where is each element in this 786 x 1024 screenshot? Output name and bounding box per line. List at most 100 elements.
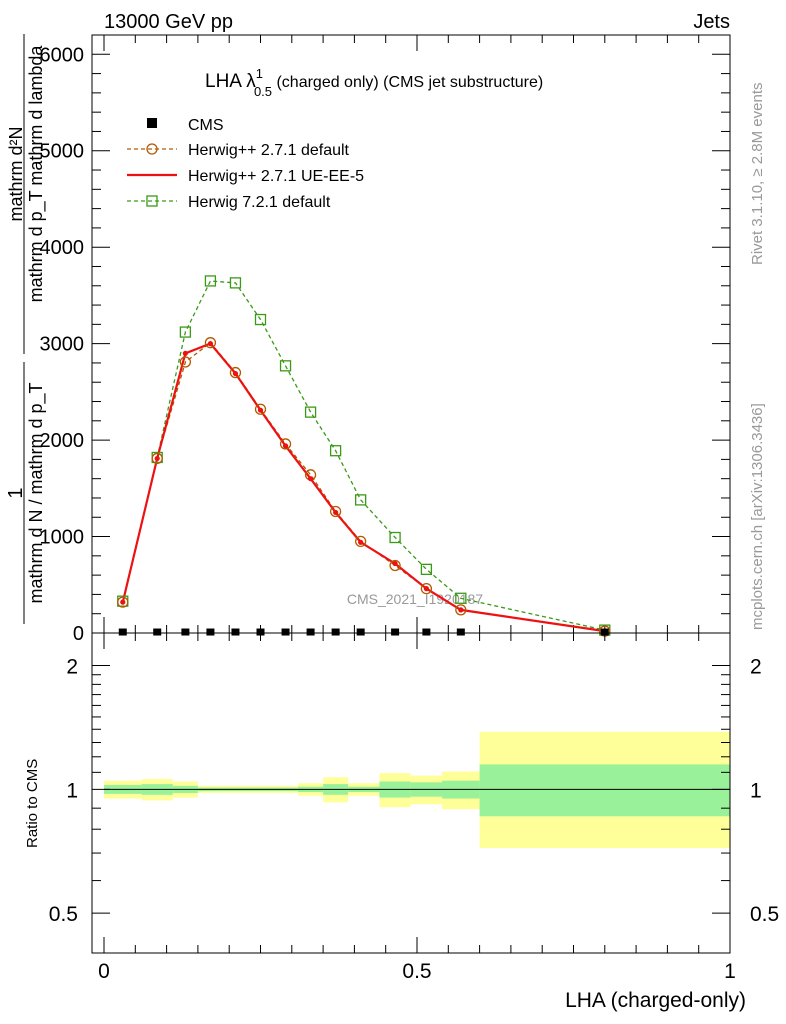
main-y-tick-label: 5000 xyxy=(40,141,85,163)
ylabel-bottom: mathrm d N / mathrm d p_T xyxy=(26,382,47,603)
herwig-default-point xyxy=(229,366,242,379)
cms-point xyxy=(256,628,265,636)
legend-herwig-default-marker xyxy=(146,143,158,155)
cms-point xyxy=(206,628,215,636)
herwig721-point xyxy=(229,277,242,289)
header-left: 13000 GeV pp xyxy=(104,11,233,33)
cms-point xyxy=(391,628,400,636)
herwig-ueee5-point xyxy=(232,370,239,377)
cms-point xyxy=(181,628,190,636)
ylabel-one: 1 xyxy=(5,487,27,498)
herwig-ueee5-point xyxy=(423,586,429,592)
ratio-axis-ticks xyxy=(92,633,731,953)
herwig-ueee5-point xyxy=(257,407,264,413)
herwig-default-point xyxy=(329,505,342,518)
herwig-ueee5-point xyxy=(333,509,339,516)
ratio-y-tick-label-right: 0.5 xyxy=(750,903,779,926)
cms-point xyxy=(600,628,609,636)
herwig-ueee5-point xyxy=(182,350,188,356)
cms-point xyxy=(306,628,315,636)
ratio-y-tick-label-right: 1 xyxy=(750,779,762,802)
plot-title-sup: 1 xyxy=(256,66,263,81)
main-y-tick-label: 4000 xyxy=(40,237,85,259)
herwig-default-point xyxy=(117,596,129,608)
herwig-ueee5-line xyxy=(121,342,605,633)
main-y-axis-label: 1 mathrm d N / mathrm d p_T mathrm d²N m… xyxy=(5,34,47,624)
cms-point xyxy=(231,628,240,636)
ylabel-top-sub: mathrm d p_T mathrm d lambda xyxy=(26,45,47,303)
herwig-default-point xyxy=(151,452,163,465)
legend-herwig721-label: Herwig 7.2.1 default xyxy=(188,194,331,211)
ratio-y-tick-labels: 0.5 0.5 1 1 2 2 xyxy=(49,656,779,927)
herwig721-point xyxy=(204,275,217,287)
ratio-x-tick-labels: 0 0.5 1 xyxy=(98,960,736,983)
herwig721-point xyxy=(355,494,367,506)
main-y-tick-labels: 0 1000 2000 3000 4000 5000 6000 xyxy=(40,44,85,645)
ratio-frame xyxy=(91,632,731,954)
plot-title-rest: (charged only) (CMS jet substructure) xyxy=(272,74,543,91)
main-y-tick-label: 3000 xyxy=(40,334,85,356)
main-y-tick-label: 2000 xyxy=(40,430,85,452)
plot-title-main: LHA λ xyxy=(205,71,256,92)
ylabel-top: mathrm d²N xyxy=(6,126,26,221)
herwig721-point xyxy=(420,563,433,575)
herwig-default-point xyxy=(204,337,217,349)
herwig-default-line xyxy=(122,341,605,632)
x-axis-label: LHA (charged-only) xyxy=(565,989,746,1012)
ratio-x-tick-label: 0 xyxy=(98,960,110,983)
cms-point xyxy=(153,628,162,636)
herwig-ueee5-point xyxy=(207,341,214,347)
herwig721-point xyxy=(329,445,342,457)
ratio-y-tick-label-left: 2 xyxy=(66,656,78,679)
legend-herwig-ueee5-label: Herwig++ 2.7.1 UE-EE-5 xyxy=(188,168,364,185)
ratio-uncertainty-bands xyxy=(104,731,730,849)
herwig721-point xyxy=(455,592,467,604)
main-y-tick-label: 0 xyxy=(73,623,84,645)
ratio-plot-panel: 0.5 0.5 1 1 2 2 0 0.5 1 Ratio to CMS LHA (charg… xyxy=(24,632,779,1012)
ratio-y-tick-label-left: 0.5 xyxy=(49,903,78,926)
legend: CMS Herwig++ 2.7.1 default Herwig++ 2.7.… xyxy=(127,117,364,211)
herwig-default-point xyxy=(179,356,192,368)
legend-cms-label: CMS xyxy=(188,117,224,134)
cms-point xyxy=(281,628,290,636)
herwig-default-point xyxy=(355,535,367,548)
herwig-default-point xyxy=(455,604,467,616)
legend-cms-marker xyxy=(147,118,157,128)
herwig-default-point xyxy=(279,438,292,450)
herwig721-point xyxy=(304,406,317,418)
herwig-ueee5-point xyxy=(392,560,398,567)
herwig721-point xyxy=(389,531,401,544)
herwig-ueee5-point xyxy=(307,476,314,482)
cms-point xyxy=(456,628,465,636)
herwig-ueee5-point xyxy=(154,455,160,462)
plot-title-sub: 0.5 xyxy=(254,84,272,99)
herwig-default-point xyxy=(254,403,267,415)
cms-point xyxy=(331,628,340,636)
cms-point xyxy=(422,628,431,636)
rivet-version-label: Rivet 3.1.10, ≥ 2.8M events xyxy=(749,83,766,266)
herwig-default-point xyxy=(389,559,401,572)
main-y-tick-label: 1000 xyxy=(40,527,85,549)
plot-title: LHA λ1 0.5 (charged only) (CMS jet substr… xyxy=(205,66,543,99)
herwig-ueee5-point xyxy=(120,599,126,605)
ratio-y-axis-label: Ratio to CMS xyxy=(24,759,41,848)
cms-point xyxy=(356,628,365,636)
legend-herwig721-marker xyxy=(146,195,158,207)
herwig721-point xyxy=(279,360,292,372)
main-y-tick-label: 6000 xyxy=(40,44,85,66)
herwig-ueee5-point xyxy=(358,539,364,545)
ratio-y-tick-label-right: 2 xyxy=(750,656,762,679)
ratio-y-tick-label-left: 1 xyxy=(66,779,78,802)
legend-herwig-default-label: Herwig++ 2.7.1 default xyxy=(188,142,350,159)
header-right: Jets xyxy=(693,11,730,33)
ratio-x-tick-label: 1 xyxy=(724,960,736,983)
herwig-ueee5-point xyxy=(458,607,464,613)
ratio-inner-band-bin xyxy=(479,764,730,817)
herwig-ueee5-point xyxy=(282,443,289,449)
cms-point xyxy=(118,628,127,636)
herwig721-point xyxy=(254,313,267,326)
herwig721-line xyxy=(122,280,605,631)
herwig-default-point xyxy=(420,582,433,595)
